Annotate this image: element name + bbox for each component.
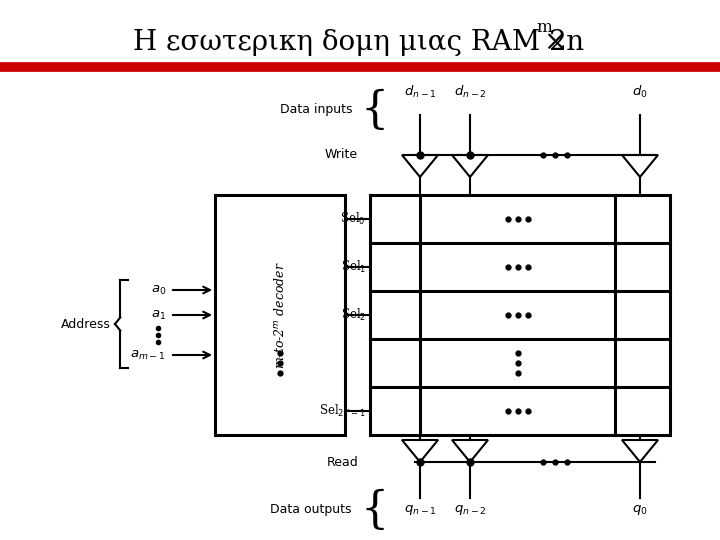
Text: Sel$_2$: Sel$_2$ [341, 307, 366, 323]
Text: $a_0$: $a_0$ [150, 284, 166, 296]
Polygon shape [622, 440, 658, 462]
Text: m: m [536, 19, 552, 37]
Text: $a_{m-1}$: $a_{m-1}$ [130, 348, 166, 362]
Polygon shape [452, 440, 488, 462]
Text: Data outputs: Data outputs [271, 503, 352, 516]
Polygon shape [402, 440, 438, 462]
Text: Read: Read [326, 456, 358, 469]
Text: ×n: ×n [543, 29, 584, 56]
Bar [370, 195, 670, 435]
Text: $d_{n-2}$: $d_{n-2}$ [454, 84, 486, 100]
Text: Sel$_{2^m-1}$: Sel$_{2^m-1}$ [320, 403, 366, 419]
Text: Write: Write [325, 148, 358, 161]
Text: Data inputs: Data inputs [279, 104, 352, 117]
Polygon shape [452, 155, 488, 177]
Text: Address: Address [61, 318, 111, 330]
Polygon shape [622, 155, 658, 177]
Bar [215, 195, 345, 435]
Text: H εσωτερικη δομη μιας RAM 2: H εσωτερικη δομη μιας RAM 2 [133, 29, 567, 56]
Text: $q_{n-1}$: $q_{n-1}$ [404, 503, 436, 517]
Text: {: { [361, 488, 389, 531]
Text: $d_{n-1}$: $d_{n-1}$ [404, 84, 436, 100]
Text: $q_{n-2}$: $q_{n-2}$ [454, 503, 486, 517]
Text: $a_1$: $a_1$ [151, 308, 166, 321]
Text: $d_0$: $d_0$ [632, 84, 648, 100]
Text: $q_0$: $q_0$ [632, 503, 648, 517]
Text: Sel$_0$: Sel$_0$ [341, 211, 366, 227]
Text: Sel$_1$: Sel$_1$ [341, 259, 366, 275]
Text: m-to-2$^m$ decoder: m-to-2$^m$ decoder [273, 261, 287, 369]
Polygon shape [402, 155, 438, 177]
Text: {: { [361, 89, 389, 132]
